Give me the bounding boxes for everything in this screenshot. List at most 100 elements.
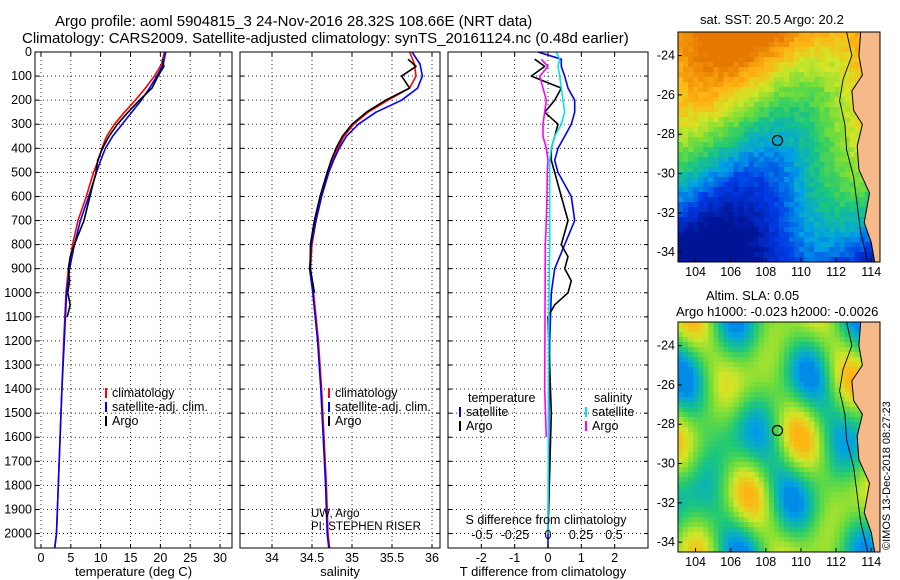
pi-label: PI: STEPHEN RISER	[311, 521, 421, 533]
legend-entry-1: satellite-adj. clim.	[112, 400, 208, 414]
y-tick-label: 200	[11, 93, 32, 107]
y-tick-label: 100	[11, 69, 32, 83]
x-tick-label: 34	[265, 551, 279, 565]
legend-sal-header: salinity	[594, 391, 633, 405]
legend-temp-entry-0: satellite	[466, 405, 508, 419]
legend-entry-1: satellite-adj. clim.	[335, 400, 431, 414]
y-tick-label: 300	[11, 117, 32, 131]
x-tick-label: 36	[425, 551, 439, 565]
map-x-tick-label: 104	[685, 265, 706, 279]
legend-temp-header: temperature	[468, 391, 535, 405]
y-tick-label: 1100	[5, 310, 32, 324]
y-tick-label: 400	[11, 141, 32, 155]
temperature-panel: 0 5 10 15 20 25 300100200300400500600700800900…	[4, 45, 233, 579]
secondary-x-tick-label: 0	[545, 528, 552, 542]
secondary-x-tick-label: -0.5	[471, 528, 493, 542]
y-tick-label: 1000	[4, 286, 32, 300]
y-tick-label: 900	[11, 262, 32, 276]
difference-panel: -2 -1 0 1 2T difference from climatology temp…	[447, 51, 649, 579]
legend-entry-2: Argo	[335, 414, 361, 428]
y-tick-label: 1500	[4, 406, 32, 420]
map-x-tick-label: 110	[791, 555, 811, 569]
sla-map-title-1: Altim. SLA: 0.05	[706, 288, 799, 303]
timestamp-stamp: ©IMOS 13-Dec-2018 08:27:23	[881, 401, 893, 550]
y-tick-label: 1900	[4, 502, 32, 516]
map-x-tick-label: 108	[755, 555, 776, 569]
map-x-tick-label: 108	[755, 265, 776, 279]
secondary-x-tick-label: 0.25	[569, 528, 593, 542]
x-tick-label: 0	[37, 551, 44, 565]
sst-map-title: sat. SST: 20.5 Argo: 20.2	[700, 12, 844, 27]
x-axis-label: salinity	[320, 564, 360, 579]
depth-contour	[839, 322, 869, 552]
x-tick-label: 34.5	[300, 551, 324, 565]
series-line-3	[538, 58, 549, 438]
x-tick-label: -1	[509, 551, 520, 565]
panel-frame	[239, 51, 441, 549]
sla-map: 104 106 108 110 112 114 -24 -26 -28 -30 -32 -34	[657, 321, 881, 569]
series-line-1	[308, 51, 424, 549]
map-y-tick-label: -28	[657, 127, 675, 141]
sst-map: 104 106 108 110 112 114 -24 -26 -28 -30 -32 -34	[657, 31, 881, 279]
salinity-panel: 34 34.5 35 35.5 36 salinity climatologysatelli…	[239, 51, 441, 579]
map-y-tick-label: -28	[657, 417, 675, 431]
institution-label: UW, Argo	[311, 508, 360, 520]
profile-location-marker	[771, 134, 784, 147]
map-frame	[677, 31, 881, 263]
y-tick-label: 700	[11, 214, 32, 228]
y-tick-label: 600	[11, 189, 32, 203]
legend-entry-0: climatology	[112, 386, 175, 400]
y-tick-label: 1300	[4, 358, 32, 372]
series-line-2	[66, 59, 165, 318]
map-y-tick-label: -34	[657, 535, 675, 549]
legend-sal-entry-0: satellite	[592, 405, 634, 419]
map-y-tick-label: -24	[657, 49, 675, 63]
y-tick-label: 2000	[4, 527, 32, 541]
title-line-2: Climatology: CARS2009. Satellite-adjuste…	[22, 30, 629, 47]
series-line-2	[547, 51, 566, 534]
legend-temp-entry-1: Argo	[466, 419, 492, 433]
y-tick-label: 500	[11, 165, 32, 179]
series-line-0	[309, 51, 417, 549]
depth-contour	[839, 32, 869, 262]
series-line-0	[537, 51, 576, 548]
map-x-tick-label: 112	[826, 265, 846, 279]
map-x-tick-label: 106	[720, 555, 741, 569]
x-tick-label: 0	[545, 551, 552, 565]
map-x-tick-label: 110	[791, 265, 811, 279]
secondary-x-axis-label: S difference from climatology	[466, 513, 628, 527]
map-y-tick-label: -30	[657, 457, 675, 471]
secondary-x-tick-label: -0.25	[501, 528, 530, 542]
x-axis-label: T difference from climatology	[460, 564, 627, 579]
x-tick-label: 35	[345, 551, 359, 565]
x-tick-label: 20	[153, 551, 167, 565]
y-tick-label: 1600	[4, 430, 32, 444]
y-tick-label: 1800	[4, 478, 32, 492]
map-x-tick-label: 104	[685, 555, 706, 569]
x-tick-label: 30	[213, 551, 227, 565]
x-tick-label: 35.5	[380, 551, 404, 565]
land-area	[851, 322, 880, 552]
legend-entry-0: climatology	[335, 386, 398, 400]
profile-location-marker	[771, 424, 784, 437]
series-line-1	[530, 58, 573, 534]
x-tick-label: 25	[183, 551, 197, 565]
series-line-1	[53, 51, 167, 549]
panel-frame	[34, 51, 233, 549]
x-tick-label: -2	[476, 551, 487, 565]
map-x-tick-label: 114	[861, 555, 881, 569]
secondary-x-tick-label: 0.5	[605, 528, 622, 542]
map-cells	[678, 32, 880, 262]
map-y-tick-label: -32	[657, 496, 675, 510]
map-y-tick-label: -24	[657, 339, 675, 353]
map-y-tick-label: -26	[657, 88, 675, 102]
y-tick-label: 1200	[4, 334, 32, 348]
map-x-tick-label: 112	[826, 555, 846, 569]
sla-map-title-2: Argo h1000: -0.023 h2000: -0.0026	[676, 304, 878, 319]
legend-entry-2: Argo	[112, 414, 138, 428]
x-tick-label: 10	[94, 551, 108, 565]
x-tick-label: 15	[124, 551, 138, 565]
series-line-2	[309, 58, 417, 293]
x-tick-label: 1	[578, 551, 585, 565]
map-y-tick-label: -30	[657, 167, 675, 181]
